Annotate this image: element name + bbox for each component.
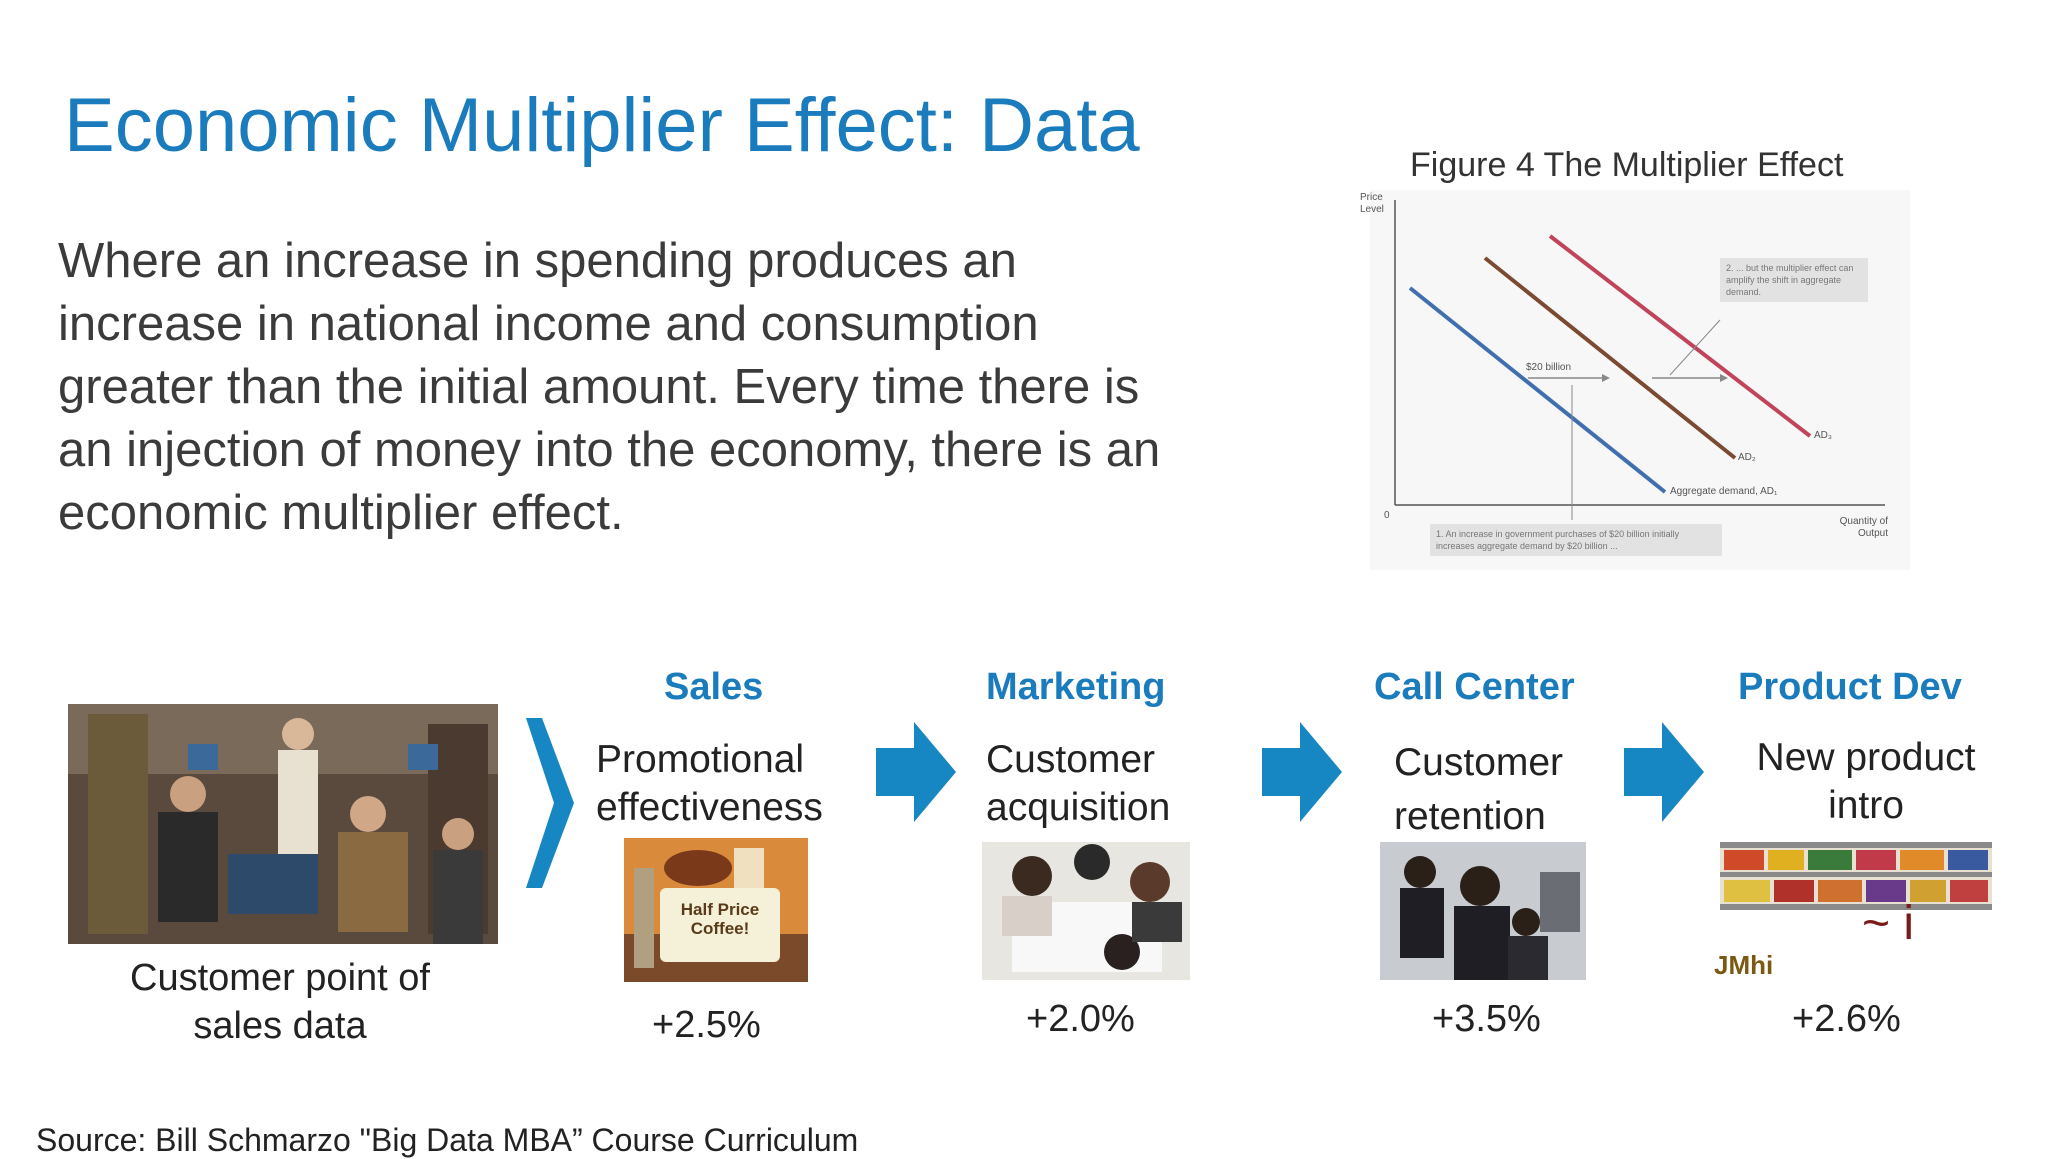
multiplier-figure: Figure 4 The Multiplier Effect Price Lev…: [1340, 140, 1920, 580]
arrow-right-icon: [876, 722, 956, 822]
source-citation: Source: Bill Schmarzo "Big Data MBA” Cou…: [36, 1122, 859, 1158]
stage-product-dev-value: +2.6%: [1792, 998, 1901, 1040]
stage-product-dev-description: New product intro: [1726, 734, 2006, 830]
ad1-curve: [1408, 286, 1667, 494]
stage-call-center-description-line: retention: [1394, 795, 1546, 838]
figure-ad2-label: AD₂: [1738, 452, 1756, 463]
stage-marketing-value: +2.0%: [1026, 998, 1135, 1040]
figure-x-axis-label: Quantity of Output: [1839, 516, 1888, 539]
arrow-right-icon: [1262, 722, 1342, 822]
figure-title: Figure 4 The Multiplier Effect: [1410, 146, 1844, 184]
figure-y-axis-label: Price Level: [1360, 192, 1384, 215]
multiplier-figure-graphic: [1370, 190, 1910, 570]
chevron-right-icon: [526, 718, 574, 888]
stage-product-dev-description-line: intro: [1828, 784, 1904, 827]
stray-tag-mark: JMhi: [1714, 950, 1774, 980]
figure-ad3-label: AD₃: [1814, 430, 1832, 441]
stage-sales-value: +2.5%: [652, 1004, 761, 1046]
arrow-right-icon: [1624, 722, 1704, 822]
figure-ad1-label: Aggregate demand, AD₁: [1670, 486, 1778, 497]
stage-marketing-header: Marketing: [986, 666, 1166, 708]
stage-sales-header: Sales: [664, 666, 764, 708]
ad2-curve: [1483, 256, 1737, 460]
stray-squiggle-mark: ~ i: [1862, 897, 1915, 950]
figure-shift-label: $20 billion: [1526, 362, 1572, 373]
stage-sales-description-line: effectiveness: [596, 786, 823, 829]
figure-note-top: 2. ... but the multiplier effect can amp…: [1720, 258, 1868, 302]
figure-origin-label: 0: [1384, 510, 1390, 521]
slide-title: Economic Multiplier Effect: Data: [64, 83, 1140, 168]
stage-marketing-description-line: acquisition: [986, 786, 1171, 829]
figure-note-bottom: 1. An increase in government purchases o…: [1430, 524, 1722, 556]
stage-marketing-description-line: Customer: [986, 738, 1156, 781]
stage-product-dev-header: Product Dev: [1738, 666, 1962, 708]
coffee-sign-text: Half Price Coffee!: [680, 900, 760, 938]
stage-call-center-description-line: Customer: [1394, 741, 1564, 784]
customer-store-photo: [68, 704, 498, 944]
customer-pos-caption: Customer point of sales data: [130, 957, 430, 1047]
meeting-photo: [982, 842, 1190, 980]
stage-call-center-description: Customer retention: [1394, 736, 1563, 844]
stage-call-center-header: Call Center: [1374, 666, 1575, 708]
product-shelf-photo: [1720, 842, 1992, 910]
stage-marketing-description: Customer acquisition: [986, 736, 1170, 832]
ad3-curve: [1548, 234, 1812, 438]
coffee-sign-photo: Half Price Coffee!: [624, 838, 808, 982]
call-center-photo: [1380, 842, 1586, 980]
stage-sales-description-line: Promotional: [596, 738, 805, 781]
slide-description: Where an increase in spending produces a…: [58, 234, 1161, 540]
stage-product-dev-description-line: New product: [1756, 736, 1976, 779]
stage-call-center-value: +3.5%: [1432, 998, 1541, 1040]
stage-sales-description: Promotional effectiveness: [596, 736, 823, 832]
